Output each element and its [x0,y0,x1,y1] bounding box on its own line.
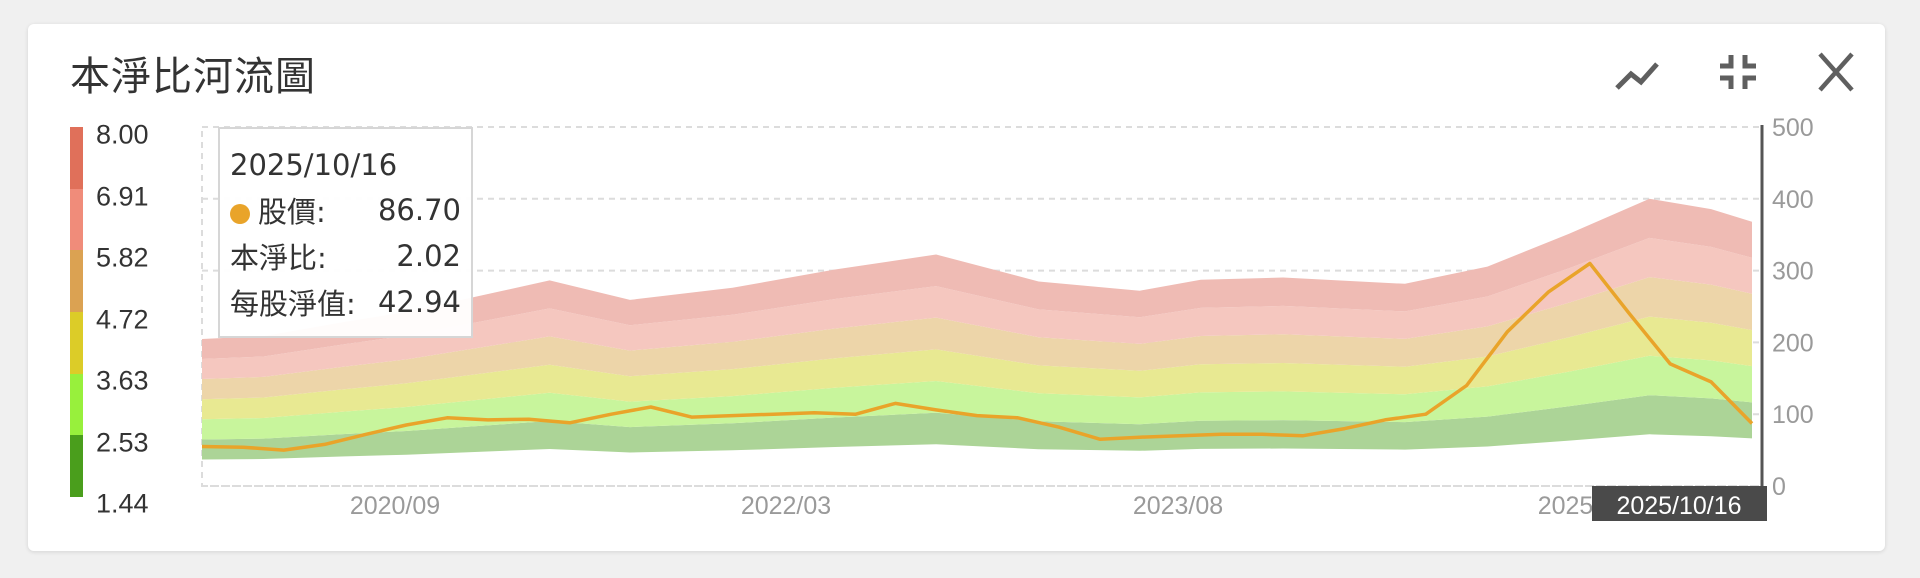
tooltip-bvps-value: 42.94 [377,285,461,319]
price-line [201,261,1754,452]
y-tick-label: 0 [1772,473,1786,501]
x-tick-label: 2023/08 [1133,492,1223,520]
x-tick-label: 2025/ [1538,492,1601,520]
x-tick-label: 2020/09 [350,492,440,520]
legend-swatch [70,127,83,189]
legend-label: 8.00 [96,119,149,150]
tooltip-pb-label: 本淨比: [230,241,327,275]
y-tick-label: 400 [1772,186,1814,214]
y-tick-label: 300 [1772,258,1814,286]
close-icon[interactable] [1810,50,1862,94]
legend-swatch [70,373,83,436]
legend-swatch [70,312,83,374]
price-dot-icon [230,204,250,224]
collapse-icon[interactable] [1712,50,1764,94]
band-1 [202,395,1752,460]
tooltip-pb-value: 2.02 [396,239,461,273]
legend-swatch [70,250,83,312]
tooltip-price-value: 86.70 [377,193,461,227]
legend-label: 4.72 [96,304,149,334]
legend-label: 6.91 [96,181,149,211]
legend-label: 1.44 [96,488,149,519]
crosshair-date-label: 2025/10/16 [1616,492,1741,520]
tooltip-price-label: 股價: [258,195,326,229]
band-4 [202,277,1752,400]
tooltip: 2025/10/16 股價: 86.70 本淨比: 2.02 每股淨值: 42.… [218,127,473,338]
trend-icon[interactable] [1615,50,1667,94]
legend-swatch [70,435,83,497]
legend-label: 5.82 [96,242,149,273]
tooltip-date: 2025/10/16 [230,148,398,182]
band-5 [202,237,1752,379]
tooltip-bvps-label: 每股淨值: [230,287,356,321]
crosshair-date-box [1592,486,1767,521]
x-tick-label: 2022/03 [741,492,831,520]
y-tick-label: 200 [1772,329,1814,357]
legend-label: 2.53 [96,427,149,457]
y-tick-label: 100 [1772,401,1814,429]
band-6 [202,198,1752,359]
y-tick-label: 500 [1772,114,1814,142]
panel-title: 本淨比河流圖 [70,54,316,100]
band-3 [202,316,1752,420]
legend-swatch [70,188,83,251]
legend-label: 3.63 [96,365,149,396]
